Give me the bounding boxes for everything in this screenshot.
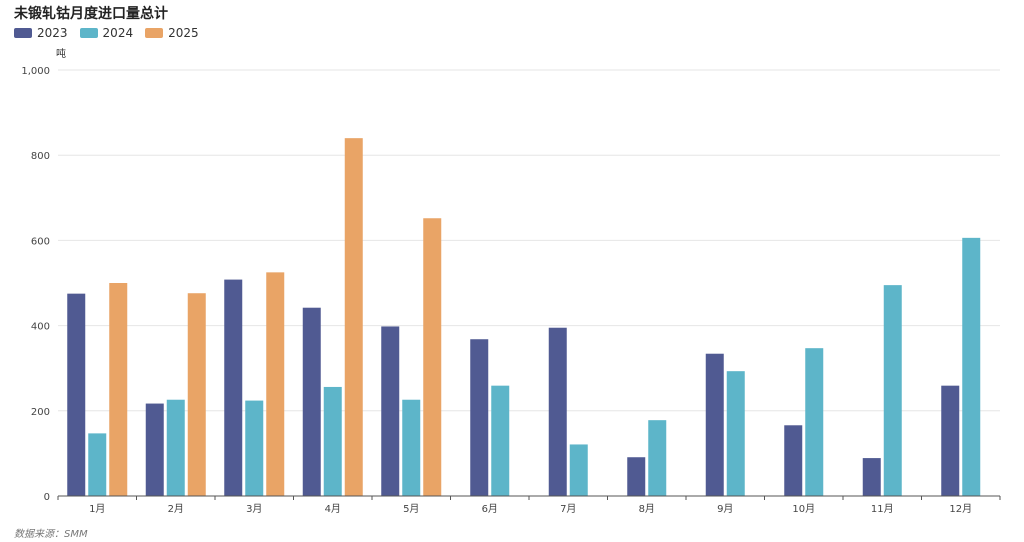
bar-2023-12[interactable] — [941, 385, 960, 496]
x-tick-label: 2月 — [168, 503, 184, 515]
y-tick-label: 1,000 — [21, 66, 50, 77]
bar-2024-11[interactable] — [883, 285, 902, 496]
legend-item-2025[interactable]: 2025 — [145, 26, 199, 40]
x-tick-label: 10月 — [792, 503, 815, 515]
bar-2023-9[interactable] — [705, 353, 724, 496]
bar-2023-3[interactable] — [224, 279, 243, 496]
x-tick-label: 3月 — [246, 503, 262, 515]
legend-item-2024[interactable]: 2024 — [79, 26, 134, 40]
bars — [67, 138, 981, 497]
y-tick-label: 800 — [31, 151, 50, 162]
legend-label-2025: 2025 — [168, 26, 199, 40]
bar-2023-11[interactable] — [862, 458, 881, 496]
legend-swatch-2025 — [145, 28, 164, 38]
bar-2023-10[interactable] — [784, 425, 803, 496]
x-tick-label: 4月 — [325, 503, 341, 515]
bar-2025-1[interactable] — [109, 283, 128, 496]
x-tick-label: 7月 — [560, 503, 576, 515]
y-axis-unit: 吨 — [56, 47, 66, 60]
x-tick-label: 1月 — [89, 503, 105, 515]
bar-2024-8[interactable] — [648, 420, 667, 496]
bar-2024-6[interactable] — [491, 385, 510, 496]
bar-2023-4[interactable] — [302, 307, 321, 496]
x-axis-ticks: 1月 2月 3月 4月 5月 6月 7月 8月 9月 10月 11月 12月 — [57, 496, 1001, 515]
y-tick-label: 400 — [31, 322, 50, 333]
bar-2023-8[interactable] — [627, 457, 646, 496]
y-tick-label: 0 — [44, 492, 50, 503]
x-tick-label: 11月 — [871, 503, 894, 515]
bar-2023-6[interactable] — [470, 339, 489, 496]
bar-2024-7[interactable] — [569, 444, 588, 496]
bar-2024-1[interactable] — [88, 433, 107, 496]
legend: 2023 2024 2025 — [14, 26, 199, 40]
bar-2025-3[interactable] — [266, 272, 285, 496]
bar-2023-5[interactable] — [381, 326, 400, 496]
legend-item-2023[interactable]: 2023 — [14, 26, 68, 40]
legend-swatch-2024 — [79, 28, 98, 38]
x-tick-label: 12月 — [949, 503, 972, 515]
x-tick-label: 8月 — [639, 503, 655, 515]
bar-2024-3[interactable] — [245, 400, 264, 496]
y-axis-ticks: 0 200 400 600 800 1,000 — [21, 66, 50, 503]
legend-swatch-2023 — [14, 28, 32, 38]
bar-2025-2[interactable] — [187, 293, 206, 496]
bar-2024-10[interactable] — [805, 348, 824, 496]
bar-2024-12[interactable] — [962, 237, 981, 496]
x-tick-label: 9月 — [717, 503, 733, 515]
x-tick-label: 5月 — [403, 503, 419, 515]
y-tick-label: 200 — [31, 407, 50, 418]
legend-label-2024: 2024 — [102, 26, 134, 40]
bar-2023-7[interactable] — [548, 327, 567, 496]
bar-2024-2[interactable] — [166, 399, 185, 496]
legend-label-2023: 2023 — [37, 26, 68, 40]
bar-2024-4[interactable] — [323, 386, 342, 496]
y-tick-label: 600 — [31, 236, 50, 247]
bar-2023-2[interactable] — [145, 403, 164, 496]
x-tick-label: 6月 — [482, 503, 498, 515]
bar-2025-5[interactable] — [423, 218, 442, 497]
grid-lines — [58, 69, 1000, 412]
source-note: 数据来源：SMM — [14, 529, 88, 540]
bar-2023-1[interactable] — [67, 293, 86, 496]
bar-2024-5[interactable] — [402, 399, 421, 496]
chart-title: 未锻轧钴月度进口量总计 — [14, 6, 168, 22]
bar-2025-4[interactable] — [344, 138, 363, 496]
bar-2024-9[interactable] — [726, 371, 745, 496]
